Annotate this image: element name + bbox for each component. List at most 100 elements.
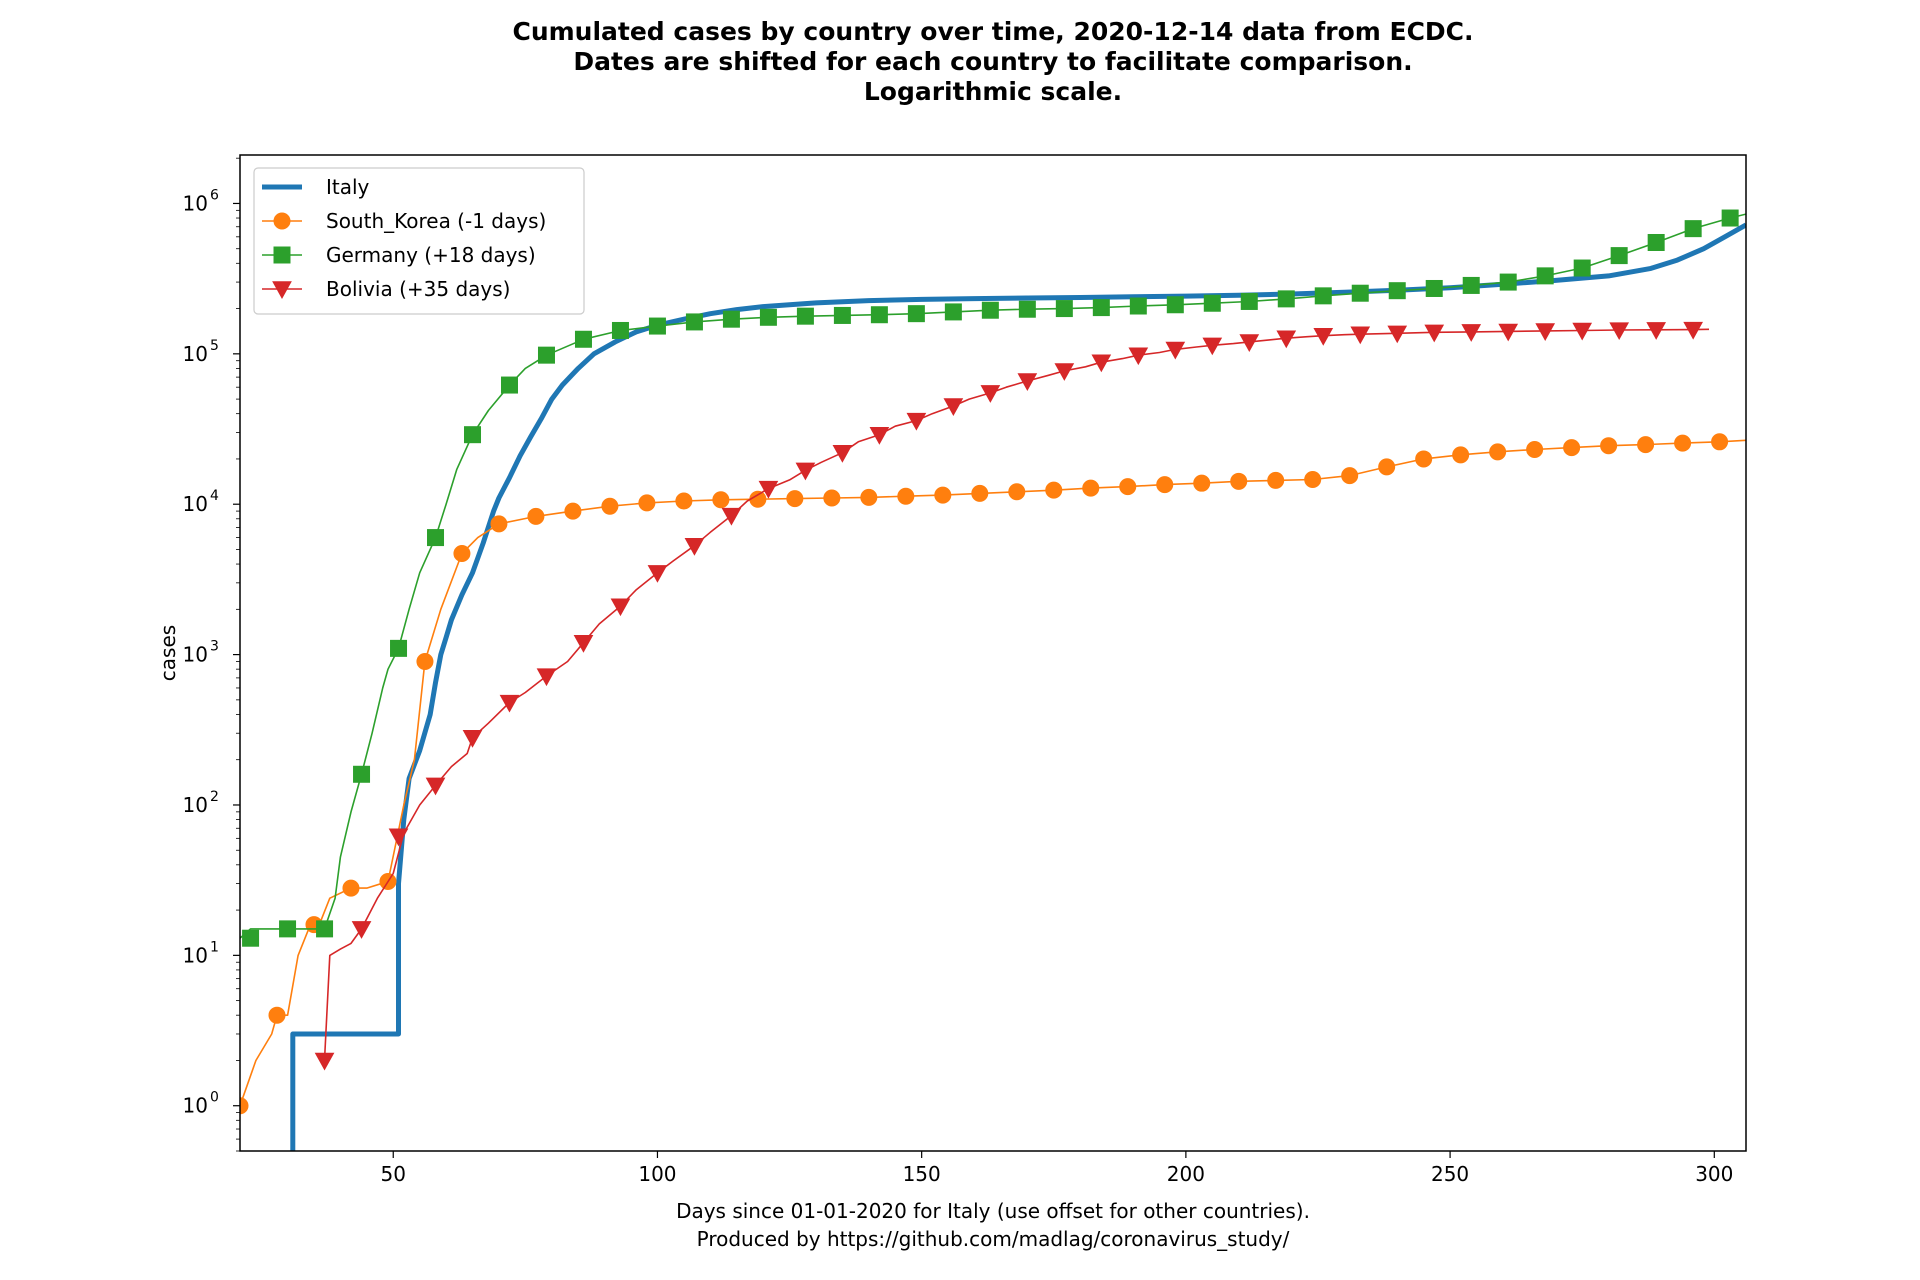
x-tick-label: 300	[1695, 1162, 1733, 1186]
data-point	[906, 412, 927, 431]
data-point	[1193, 474, 1211, 492]
data-point	[1637, 436, 1655, 454]
data-point	[464, 426, 482, 444]
series-1	[240, 433, 1746, 1115]
data-point	[685, 313, 703, 331]
chart-title-line-1: Cumulated cases by country over time, 20…	[512, 17, 1473, 46]
data-point	[1684, 220, 1702, 238]
data-point	[574, 330, 592, 348]
y-tick-exponent: 0	[210, 1090, 219, 1106]
chart-title-line-3: Logarithmic scale.	[864, 77, 1122, 106]
data-point	[564, 502, 582, 520]
legend-label: Bolivia (+35 days)	[326, 277, 510, 301]
data-point	[500, 376, 518, 394]
data-point	[1647, 233, 1665, 251]
data-point	[1017, 373, 1038, 392]
data-point	[1202, 337, 1223, 356]
data-point	[611, 321, 629, 339]
data-point	[870, 306, 888, 324]
data-point	[1091, 354, 1112, 373]
y-tick-exponent: 5	[210, 338, 219, 354]
x-tick-label: 200	[1167, 1162, 1205, 1186]
legend-marker	[272, 281, 292, 300]
data-point	[1415, 450, 1433, 468]
data-point	[1314, 287, 1332, 305]
data-point	[1711, 433, 1729, 451]
data-point	[1008, 483, 1026, 501]
data-point	[1092, 299, 1110, 317]
x-axis-label-line-1: Days since 01-01-2020 for Italy (use off…	[676, 1199, 1310, 1223]
data-point	[1350, 326, 1371, 345]
data-point	[869, 426, 890, 445]
series-2	[240, 209, 1746, 947]
data-point	[860, 488, 878, 506]
data-point	[1526, 441, 1544, 459]
data-point	[981, 301, 999, 319]
data-point	[796, 307, 814, 325]
data-point	[1165, 341, 1186, 360]
data-point	[1156, 476, 1174, 494]
legend: Italy South_Korea (-1 days) Germany (+18 d…	[253, 167, 585, 315]
data-point	[1452, 446, 1470, 464]
data-point	[242, 929, 260, 947]
data-point	[1609, 322, 1630, 341]
legend-item: Bolivia (+35 days)	[262, 277, 510, 301]
data-point	[1600, 437, 1618, 455]
data-point	[1054, 363, 1075, 381]
data-point	[601, 497, 619, 515]
data-point	[647, 565, 668, 583]
data-point	[1230, 472, 1248, 490]
data-point	[1277, 290, 1295, 308]
data-point	[712, 491, 730, 509]
x-tick-label: 150	[903, 1162, 941, 1186]
data-point	[684, 537, 705, 556]
y-axis-label: cases	[156, 625, 180, 681]
data-point	[1082, 479, 1100, 497]
y-tick-label: 10	[183, 793, 208, 817]
data-point	[1055, 300, 1073, 318]
data-point	[934, 486, 952, 504]
data-point	[427, 529, 445, 547]
data-point	[943, 398, 964, 417]
data-point	[353, 765, 371, 783]
plot-frame	[239, 154, 1747, 1152]
y-tick-exponent: 1	[210, 939, 219, 955]
x-tick-label: 50	[381, 1162, 406, 1186]
legend-label: Italy	[326, 175, 370, 199]
data-point	[833, 306, 851, 324]
data-point	[573, 634, 594, 653]
data-point	[749, 490, 767, 508]
legend-marker	[273, 246, 291, 264]
data-point	[1721, 209, 1739, 227]
data-point	[971, 484, 989, 502]
data-point	[907, 305, 925, 323]
series-3	[314, 321, 1710, 1071]
data-point	[1267, 471, 1285, 489]
series-layer	[240, 209, 1746, 1151]
y-tick-exponent: 6	[210, 187, 219, 203]
data-point	[897, 487, 915, 505]
data-point	[537, 346, 555, 364]
data-point	[1683, 321, 1704, 340]
data-point	[1341, 467, 1359, 485]
data-point	[1674, 434, 1692, 452]
data-point	[832, 445, 853, 463]
legend-item: Italy	[262, 175, 370, 199]
data-point	[1461, 324, 1482, 342]
y-tick-label: 10	[183, 191, 208, 215]
data-point	[1166, 296, 1184, 314]
data-point	[722, 310, 740, 328]
data-point	[351, 921, 372, 939]
data-point	[240, 1097, 249, 1115]
data-point	[1425, 279, 1443, 297]
data-point	[1304, 470, 1322, 488]
data-point	[1128, 347, 1149, 366]
data-point	[462, 730, 483, 748]
data-point	[279, 920, 297, 938]
data-point	[527, 507, 545, 525]
data-point	[823, 489, 841, 507]
data-point	[1388, 282, 1406, 300]
data-point	[1045, 481, 1063, 499]
x-axis-label-line-2: Produced by https://github.com/madlag/co…	[697, 1227, 1290, 1251]
